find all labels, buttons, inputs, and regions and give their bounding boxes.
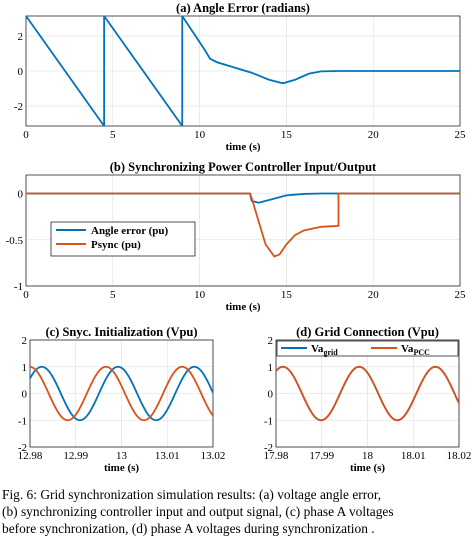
x-tick-label: 25 <box>455 289 467 301</box>
y-tick-label: 0 <box>18 66 24 78</box>
legend-entry: Angle error (pu) <box>91 225 169 237</box>
x-tick-label: 10 <box>194 129 206 141</box>
y-tick-label: 0 <box>22 389 28 401</box>
chart-c-xlabel: time (s) <box>104 462 139 474</box>
chart-a-title: (a) Angle Error (radians) <box>176 1 310 15</box>
x-tick-label: 13.02 <box>201 450 226 462</box>
y-tick-label: -1 <box>14 281 23 293</box>
series-line-c-2 <box>30 365 213 422</box>
y-tick-label: 1 <box>22 362 28 374</box>
legend-entry: Psync (pu) <box>91 239 141 251</box>
x-tick-label: 10 <box>194 289 206 301</box>
x-tick-label: 18.01 <box>401 450 426 462</box>
x-tick-label: 12.99 <box>63 450 88 462</box>
series-line-a-1 <box>26 16 460 126</box>
legend-box <box>276 340 459 357</box>
chart-b: (b) Synchronizing Power Controller Input… <box>6 160 466 313</box>
chart-a: (a) Angle Error (radians) 0 5 10 15 20 25 -2 0 2 t… <box>14 1 466 153</box>
y-tick-label: 2 <box>22 335 28 347</box>
figure-caption: Fig. 6: Grid synchronization simulation … <box>2 486 472 537</box>
x-tick-label: 0 <box>23 289 29 301</box>
x-tick-label: 18 <box>362 450 374 462</box>
chart-a-xlabel: time (s) <box>225 141 260 153</box>
legend-entry: VaPCC <box>401 343 430 357</box>
caption-line-2: (b) synchronizing controller input and o… <box>2 504 394 519</box>
chart-b-xlabel: time (s) <box>225 301 260 313</box>
series-line-b-1 <box>26 192 460 204</box>
x-tick-label: 13 <box>116 450 128 462</box>
y-tick-label: 1 <box>268 362 274 374</box>
x-tick-label: 12.98 <box>18 450 43 462</box>
x-tick-label: 20 <box>368 289 380 301</box>
legend-box <box>50 221 196 257</box>
caption-line-1: Fig. 6: Grid synchronization simulation … <box>2 487 382 502</box>
series-line-b-2 <box>26 192 460 258</box>
y-tick-label: -1 <box>264 415 273 427</box>
plot-frame <box>275 339 460 448</box>
chart-d-xlabel: time (s) <box>350 462 385 474</box>
x-tick-label: 0 <box>23 129 29 141</box>
plot-frame <box>25 174 461 287</box>
x-tick-label: 5 <box>110 129 116 141</box>
y-tick-label: 2 <box>268 335 274 347</box>
y-tick-label: -2 <box>14 101 23 113</box>
chart-d: (d) Grid Connection (Vpu) 17.98 17.99 18 18.… <box>264 325 472 474</box>
x-tick-label: 5 <box>110 289 116 301</box>
chart-b-title: (b) Synchronizing Power Controller Input… <box>110 160 377 174</box>
series-line-c-1 <box>30 365 213 422</box>
x-tick-label: 18.02 <box>447 450 472 462</box>
x-tick-label: 15 <box>281 289 293 301</box>
chart-d-title: (d) Grid Connection (Vpu) <box>296 325 439 339</box>
x-tick-label: 13.01 <box>155 450 180 462</box>
y-tick-label: -1 <box>18 415 27 427</box>
y-tick-label: 2 <box>18 31 24 43</box>
y-tick-label: 0 <box>18 189 24 201</box>
x-tick-label: 20 <box>368 129 380 141</box>
x-tick-label: 17.98 <box>264 450 289 462</box>
y-tick-label: -0.5 <box>6 235 24 247</box>
x-tick-label: 25 <box>455 129 467 141</box>
figure-canvas: (a) Angle Error (radians)0 5 10 15 20 25-202t… <box>6 1 472 474</box>
legend-entry: Vagrid <box>311 343 338 357</box>
plot-frame <box>29 339 214 448</box>
x-tick-label: 17.99 <box>309 450 334 462</box>
chart-c: (c) Snyc. Initialization (Vpu) 12.98 12.99… <box>18 325 226 474</box>
y-tick-label: -2 <box>264 442 273 454</box>
x-tick-label: 15 <box>281 129 293 141</box>
caption-line-3: before synchronization, (d) phase A volt… <box>2 521 375 536</box>
y-tick-label: -2 <box>18 442 27 454</box>
chart-c-title: (c) Snyc. Initialization (Vpu) <box>45 325 197 339</box>
series-line-d-2 <box>276 365 459 422</box>
y-tick-label: 0 <box>268 389 274 401</box>
